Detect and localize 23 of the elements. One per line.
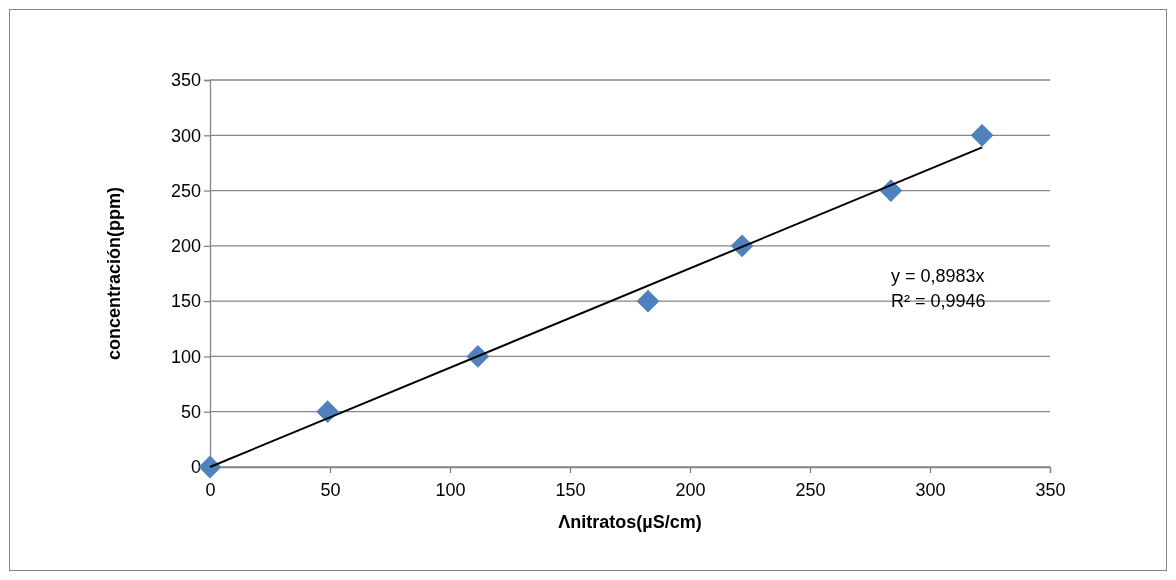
- y-tick-label: 0: [190, 457, 201, 478]
- y-tick-label: 300: [170, 125, 201, 146]
- annotation: y = 0,8983x: [891, 266, 985, 286]
- x-tick-label: 50: [320, 479, 341, 500]
- x-axis-title: Λnitratos(µS/cm): [558, 512, 702, 532]
- y-tick-label: 150: [170, 291, 201, 312]
- x-tick-label: 300: [915, 479, 946, 500]
- x-tick-label: 0: [205, 479, 216, 500]
- x-tick-label: 100: [435, 479, 466, 500]
- point: [316, 400, 339, 424]
- annotation: R² = 0,9946: [891, 291, 986, 311]
- x-tick-label: 350: [1035, 479, 1066, 500]
- y-axis-title: concentración(ppm): [104, 186, 124, 361]
- y-tick-label: 50: [180, 401, 201, 422]
- y-tick-label: 100: [170, 346, 201, 367]
- x-tick-label: 250: [795, 479, 826, 500]
- x-tick-label: 150: [555, 479, 586, 500]
- y-tick-label: 200: [170, 236, 201, 257]
- point: [970, 123, 994, 147]
- x-tick-label: 200: [675, 479, 706, 500]
- y-tick-label: 350: [170, 70, 201, 91]
- point: [636, 289, 660, 313]
- y-tick-label: 250: [170, 180, 201, 201]
